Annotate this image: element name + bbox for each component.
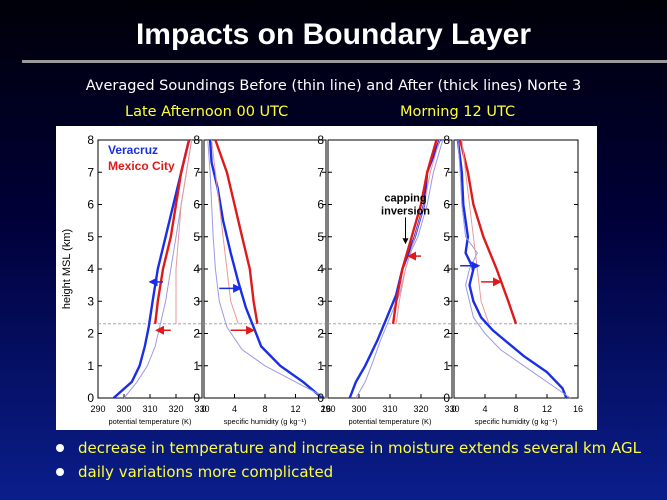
- y-tick-label: 2: [443, 327, 450, 341]
- x-tick-label: 330: [444, 404, 459, 414]
- y-tick-label: 1: [317, 359, 324, 373]
- y-tick-label: 0: [193, 391, 200, 405]
- x-axis-label: specific humidity (g kg⁻¹): [224, 417, 307, 426]
- y-tick-label: 4: [87, 262, 94, 276]
- y-tick-label: 8: [87, 133, 94, 147]
- soundings-figure: 0 1 2 3 4 5 6 7 8 290 300 310 320 330 potential temper…: [56, 126, 597, 430]
- y-tick-label: 4: [317, 262, 324, 276]
- legend-mexico-city: Mexico City: [108, 159, 175, 173]
- series-line: [112, 139, 191, 399]
- x-tick-label: 8: [513, 404, 518, 414]
- x-tick-label: 310: [142, 404, 157, 414]
- y-tick-label: 3: [443, 294, 450, 308]
- x-tick-label: 16: [573, 404, 583, 414]
- y-tick-label: 4: [193, 262, 200, 276]
- x-tick-label: 0: [451, 404, 456, 414]
- y-tick-label: 0: [443, 391, 450, 405]
- annotation-capping: capping: [384, 192, 426, 204]
- x-tick-label: 300: [351, 404, 366, 414]
- series-line: [459, 139, 518, 325]
- y-tick-label: 8: [443, 133, 450, 147]
- annotation-inversion: inversion: [381, 205, 430, 217]
- x-tick-label: 16: [321, 404, 331, 414]
- y-tick-label: 7: [443, 165, 450, 179]
- y-tick-label: 1: [443, 359, 450, 373]
- x-tick-label: 12: [290, 404, 300, 414]
- bullet-list: decrease in temperature and increase in …: [52, 436, 641, 484]
- y-axis-label: height MSL (km): [61, 229, 73, 309]
- series-line: [461, 139, 490, 324]
- label-late-afternoon: Late Afternoon 00 UTC: [125, 104, 289, 120]
- y-tick-label: 6: [317, 198, 324, 212]
- y-tick-label: 7: [317, 165, 324, 179]
- x-tick-label: 320: [168, 404, 183, 414]
- y-tick-label: 3: [317, 294, 324, 308]
- bullet-dot: [56, 468, 64, 476]
- label-morning: Morning 12 UTC: [400, 104, 516, 120]
- y-tick-label: 8: [193, 133, 200, 147]
- y-tick-label: 0: [317, 391, 324, 405]
- x-tick-label: 300: [116, 404, 131, 414]
- x-tick-label: 0: [201, 404, 206, 414]
- panel-frame: [203, 139, 327, 399]
- x-tick-label: 4: [482, 404, 487, 414]
- series-line: [456, 139, 568, 399]
- x-tick-label: 12: [542, 404, 552, 414]
- slide-title: Impacts on Boundary Layer: [135, 18, 532, 51]
- series-line: [391, 139, 438, 324]
- x-tick-label: 290: [320, 404, 335, 414]
- y-tick-label: 7: [193, 165, 200, 179]
- y-tick-label: 5: [443, 230, 450, 244]
- series-line: [457, 139, 571, 399]
- x-axis-label: potential temperature (K): [349, 417, 432, 426]
- bullet-item: decrease in temperature and increase in …: [52, 436, 641, 460]
- series-line: [175, 139, 193, 324]
- bullet-item: daily variations more complicated: [52, 460, 641, 484]
- y-tick-label: 7: [87, 165, 94, 179]
- y-tick-label: 3: [193, 294, 200, 308]
- series-line: [214, 139, 259, 324]
- x-axis-label: specific humidity (g kg⁻¹): [475, 417, 558, 426]
- x-tick-label: 320: [413, 404, 428, 414]
- y-tick-label: 2: [193, 327, 200, 341]
- y-tick-label: 3: [87, 294, 94, 308]
- x-tick-label: 330: [194, 404, 209, 414]
- x-tick-label: 290: [90, 404, 105, 414]
- legend-veracruz: Veracruz: [108, 143, 158, 157]
- slide-subtitle: Averaged Soundings Before (thin line) an…: [85, 78, 582, 94]
- y-tick-label: 1: [193, 359, 200, 373]
- series-line: [355, 139, 444, 399]
- y-tick-label: 6: [87, 198, 94, 212]
- bullet-text: daily variations more complicated: [78, 463, 334, 481]
- y-tick-label: 2: [87, 327, 94, 341]
- series-line: [211, 139, 239, 324]
- bullet-dot: [56, 444, 64, 452]
- y-tick-label: 2: [317, 327, 324, 341]
- y-tick-label: 6: [193, 198, 200, 212]
- y-tick-label: 0: [87, 391, 94, 405]
- y-tick-label: 5: [87, 230, 94, 244]
- y-tick-label: 8: [317, 133, 324, 147]
- y-tick-label: 1: [87, 359, 94, 373]
- series-line: [395, 139, 441, 324]
- series-line: [154, 139, 191, 324]
- series-line: [207, 139, 327, 399]
- x-axis-label: potential temperature (K): [109, 417, 192, 426]
- x-tick-label: 310: [382, 404, 397, 414]
- y-tick-label: 4: [443, 262, 450, 276]
- x-tick-label: 4: [232, 404, 237, 414]
- x-tick-label: 8: [262, 404, 267, 414]
- y-tick-label: 6: [443, 198, 450, 212]
- y-tick-label: 5: [317, 230, 324, 244]
- y-tick-label: 5: [193, 230, 200, 244]
- title-divider: [22, 60, 667, 63]
- bullet-text: decrease in temperature and increase in …: [78, 439, 642, 457]
- panel-frame: [327, 139, 453, 399]
